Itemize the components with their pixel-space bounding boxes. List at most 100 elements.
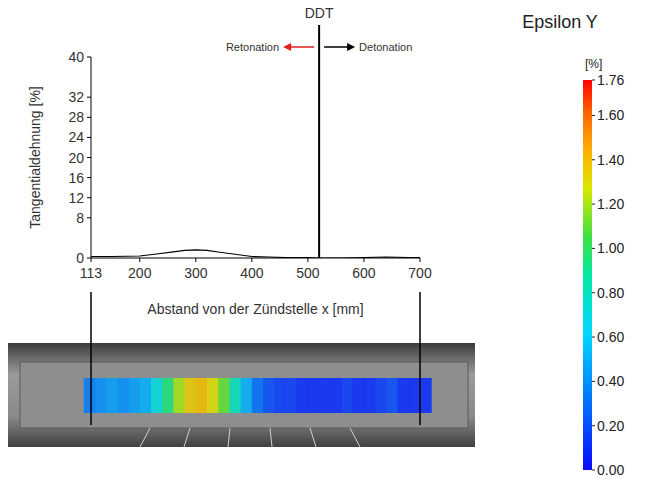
plot-area [91, 250, 420, 258]
strain-cell [129, 378, 141, 413]
colorbar-tick-label: 0.60 [597, 329, 624, 345]
y-tick-label: 32 [68, 89, 84, 105]
wire [184, 428, 190, 447]
photo [8, 343, 475, 447]
y-tick-label: 12 [68, 190, 84, 206]
arrow-head [283, 43, 291, 51]
wire [270, 428, 272, 447]
strain-cell [353, 378, 365, 413]
strain-cell [274, 378, 286, 413]
wire [228, 428, 230, 447]
strain-cell [95, 378, 107, 413]
y-tick-label: 0 [76, 250, 84, 266]
strain-cell [207, 378, 219, 413]
arrow-shaft [289, 46, 314, 48]
strain-cell [162, 378, 174, 413]
x-tick-label: 400 [240, 265, 264, 281]
arrow-head [347, 43, 355, 51]
colorbar-tick-label: 1.00 [597, 240, 624, 256]
colorbar-tick [592, 337, 595, 338]
x-tick [251, 258, 252, 262]
tube [20, 362, 468, 428]
strain-cell [241, 378, 253, 413]
strain-cell [106, 378, 118, 413]
x-tick [420, 258, 421, 262]
photo-background [8, 343, 475, 447]
annotation: Detonation [359, 41, 412, 53]
colorbar-tick [592, 425, 595, 426]
y-tick-label: 8 [76, 210, 84, 226]
colorbar [583, 80, 592, 470]
chart: 0812162024283240113200300400500600700Abs… [0, 0, 645, 479]
arrow-shaft [324, 46, 349, 48]
y-tick [87, 157, 91, 158]
strain-cell [386, 378, 398, 413]
colorbar-tick-label: 1.40 [597, 152, 624, 168]
strain-cell [364, 378, 376, 413]
y-tick-label: 16 [68, 170, 84, 186]
colorbar-tick [592, 381, 595, 382]
strain-cell [263, 378, 275, 413]
strain-cell [218, 378, 230, 413]
y-tick [87, 57, 91, 58]
y-tick [87, 197, 91, 198]
y-tick [87, 258, 91, 259]
x-tick [195, 258, 196, 262]
x-tick-label: 113 [80, 265, 103, 281]
strain-cell [319, 378, 331, 413]
colorbar-tick [592, 204, 595, 205]
y-tick-label: 24 [68, 129, 84, 145]
strain-cell [140, 378, 152, 413]
strain-cell [342, 378, 354, 413]
colorbar-tick [592, 159, 595, 160]
strain-cell [297, 378, 309, 413]
x-tick-label: 600 [352, 265, 376, 281]
annotation: Retonation [226, 41, 279, 53]
colorbar-tick [592, 292, 595, 293]
y-tick [87, 117, 91, 118]
colorbar-tick-label: 0.00 [597, 462, 624, 478]
strain-cell [252, 378, 264, 413]
y-tick [87, 177, 91, 178]
y-axis-title: Tangentialdehnung [%] [27, 86, 43, 228]
x-tick [307, 258, 308, 262]
colorbar-tick-label: 1.76 [597, 72, 624, 88]
colorbar-tick-label: 1.20 [597, 196, 624, 212]
colorbar-tick [592, 248, 595, 249]
strain-line [91, 250, 420, 258]
strain-cell [196, 378, 208, 413]
ddt-label: DDT [305, 5, 334, 21]
strain-cell [151, 378, 163, 413]
colorbar-tick-label: 0.20 [597, 418, 624, 434]
colorbar-tick-label: 0.80 [597, 285, 624, 301]
colorbar-title: Epsilon Y [522, 12, 598, 32]
strain-cell [420, 378, 432, 413]
y-tick-label: 28 [68, 109, 84, 125]
y-tick [87, 137, 91, 138]
wire [310, 428, 316, 447]
colorbar-unit: [%] [585, 57, 602, 71]
colorbar-tick-label: 1.60 [597, 107, 624, 123]
ddt-line [318, 25, 320, 258]
colorbar-tick [592, 115, 595, 116]
strain-cell [308, 378, 320, 413]
range-guide [419, 292, 421, 425]
wire [140, 428, 150, 447]
colorbar-tick [592, 470, 595, 471]
x-tick-label: 300 [184, 265, 208, 281]
x-tick-label: 500 [296, 265, 320, 281]
y-tick-label: 40 [68, 49, 84, 65]
strain-cell [84, 378, 96, 413]
colorbar-tick [592, 80, 595, 81]
strain-cell [398, 378, 410, 413]
x-tick-label: 200 [128, 265, 152, 281]
strain-cell [285, 378, 297, 413]
x-axis-title: Abstand von der Zündstelle x [mm] [147, 301, 363, 317]
range-guide [90, 292, 92, 425]
colorbar-tick-label: 0.40 [597, 373, 624, 389]
strain-cell [185, 378, 197, 413]
x-tick [91, 258, 92, 262]
x-tick [139, 258, 140, 262]
x-tick-label: 700 [408, 265, 432, 281]
y-tick [87, 97, 91, 98]
